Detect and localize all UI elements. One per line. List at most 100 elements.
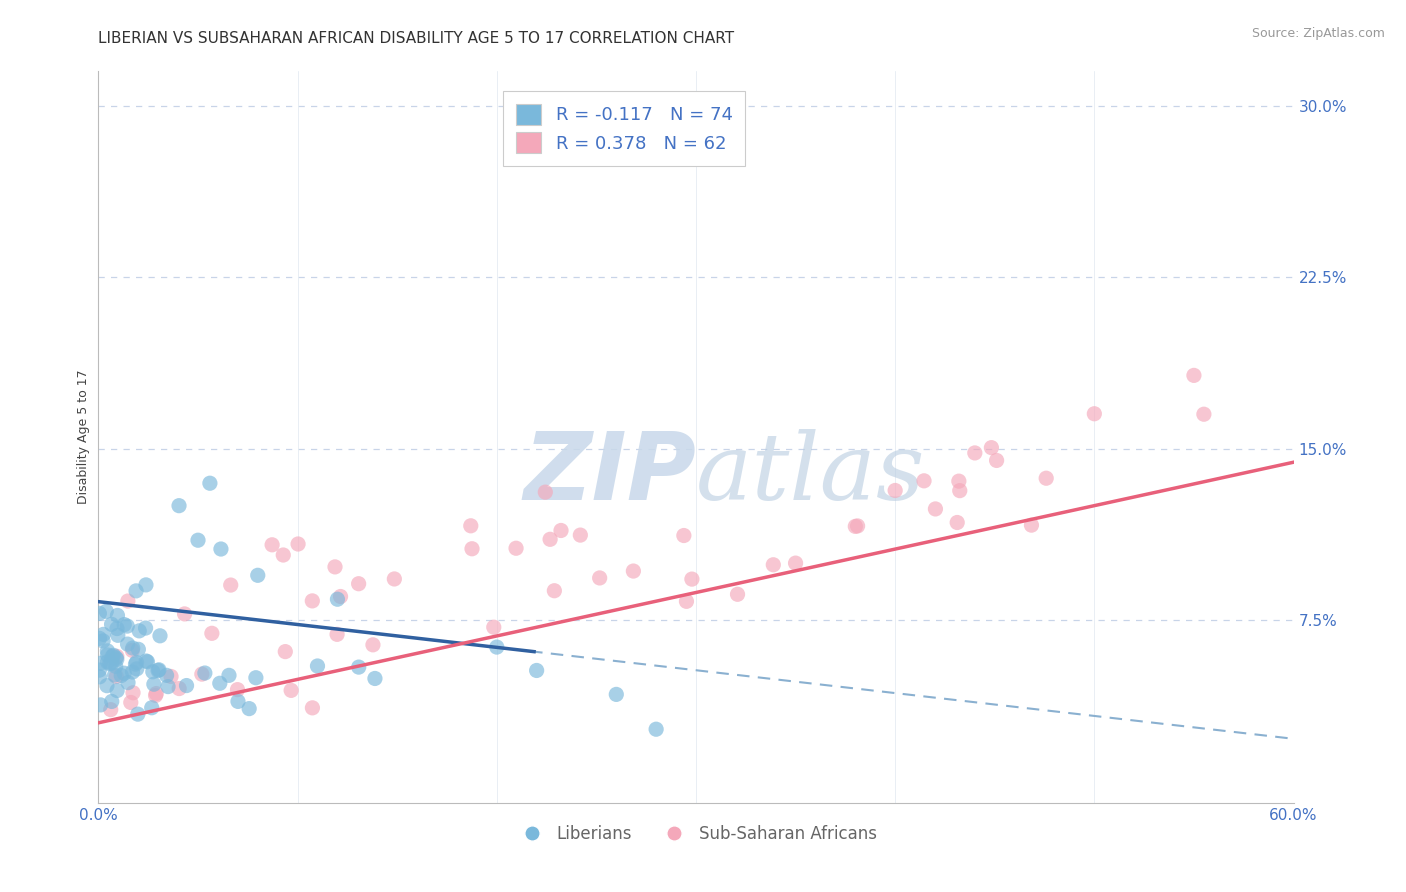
- Point: [127, 707, 149, 722]
- Point: [361, 638, 384, 652]
- Point: [89, 632, 111, 646]
- Point: [287, 537, 309, 551]
- Point: [785, 556, 807, 570]
- Point: [326, 592, 349, 607]
- Point: [329, 590, 352, 604]
- Point: [201, 626, 224, 640]
- Point: [141, 700, 163, 714]
- Point: [167, 681, 190, 696]
- Point: [271, 548, 294, 562]
- Point: [155, 668, 177, 682]
- Point: [104, 651, 127, 665]
- Point: [482, 620, 505, 634]
- Point: [543, 583, 565, 598]
- Point: [96, 679, 118, 693]
- Point: [142, 677, 165, 691]
- Point: [1192, 407, 1215, 421]
- Point: [194, 666, 217, 681]
- Point: [219, 578, 242, 592]
- Point: [191, 667, 214, 681]
- Point: [208, 676, 231, 690]
- Point: [307, 659, 329, 673]
- Point: [538, 533, 561, 547]
- Point: [846, 519, 869, 533]
- Point: [980, 441, 1002, 455]
- Point: [117, 675, 139, 690]
- Point: [884, 483, 907, 498]
- Point: [100, 657, 122, 671]
- Point: [160, 669, 183, 683]
- Point: [912, 474, 935, 488]
- Point: [1035, 471, 1057, 485]
- Point: [96, 655, 118, 669]
- Point: [110, 668, 132, 682]
- Text: LIBERIAN VS SUBSAHARAN AFRICAN DISABILITY AGE 5 TO 17 CORRELATION CHART: LIBERIAN VS SUBSAHARAN AFRICAN DISABILIT…: [98, 31, 734, 46]
- Point: [121, 643, 143, 657]
- Point: [98, 657, 121, 671]
- Point: [949, 483, 972, 498]
- Point: [280, 683, 302, 698]
- Point: [301, 701, 323, 715]
- Point: [107, 628, 129, 642]
- Point: [326, 627, 349, 641]
- Point: [124, 657, 146, 672]
- Point: [505, 541, 527, 556]
- Point: [167, 499, 190, 513]
- Point: [173, 607, 195, 621]
- Point: [112, 666, 135, 681]
- Point: [238, 701, 260, 715]
- Point: [96, 648, 118, 662]
- Point: [347, 660, 370, 674]
- Point: [121, 665, 143, 679]
- Point: [125, 583, 148, 598]
- Point: [460, 518, 482, 533]
- Point: [90, 698, 112, 712]
- Point: [89, 670, 111, 684]
- Point: [135, 578, 157, 592]
- Point: [347, 576, 370, 591]
- Point: [364, 672, 387, 686]
- Point: [1083, 407, 1105, 421]
- Point: [226, 694, 249, 708]
- Point: [145, 687, 167, 701]
- Point: [645, 723, 668, 737]
- Point: [146, 664, 169, 678]
- Point: [117, 637, 139, 651]
- Point: [91, 627, 114, 641]
- Point: [675, 594, 697, 608]
- Point: [301, 594, 323, 608]
- Point: [117, 594, 139, 608]
- Legend: Liberians, Sub-Saharan Africans: Liberians, Sub-Saharan Africans: [509, 818, 883, 849]
- Point: [128, 624, 150, 638]
- Point: [198, 476, 221, 491]
- Point: [89, 657, 111, 671]
- Point: [148, 663, 170, 677]
- Point: [534, 485, 557, 500]
- Point: [589, 571, 612, 585]
- Point: [125, 656, 148, 670]
- Point: [924, 502, 946, 516]
- Point: [948, 474, 970, 488]
- Point: [157, 680, 180, 694]
- Point: [727, 587, 749, 601]
- Point: [136, 655, 159, 669]
- Point: [96, 644, 118, 658]
- Point: [117, 619, 139, 633]
- Point: [187, 533, 209, 548]
- Point: [1182, 368, 1205, 383]
- Point: [176, 679, 198, 693]
- Point: [100, 617, 122, 632]
- Point: [246, 568, 269, 582]
- Point: [127, 642, 149, 657]
- Point: [105, 669, 128, 683]
- Point: [274, 645, 297, 659]
- Text: Source: ZipAtlas.com: Source: ZipAtlas.com: [1251, 27, 1385, 40]
- Point: [262, 538, 284, 552]
- Point: [681, 572, 703, 586]
- Point: [382, 572, 405, 586]
- Point: [104, 668, 127, 682]
- Point: [100, 703, 122, 717]
- Point: [526, 664, 548, 678]
- Point: [621, 564, 644, 578]
- Point: [762, 558, 785, 572]
